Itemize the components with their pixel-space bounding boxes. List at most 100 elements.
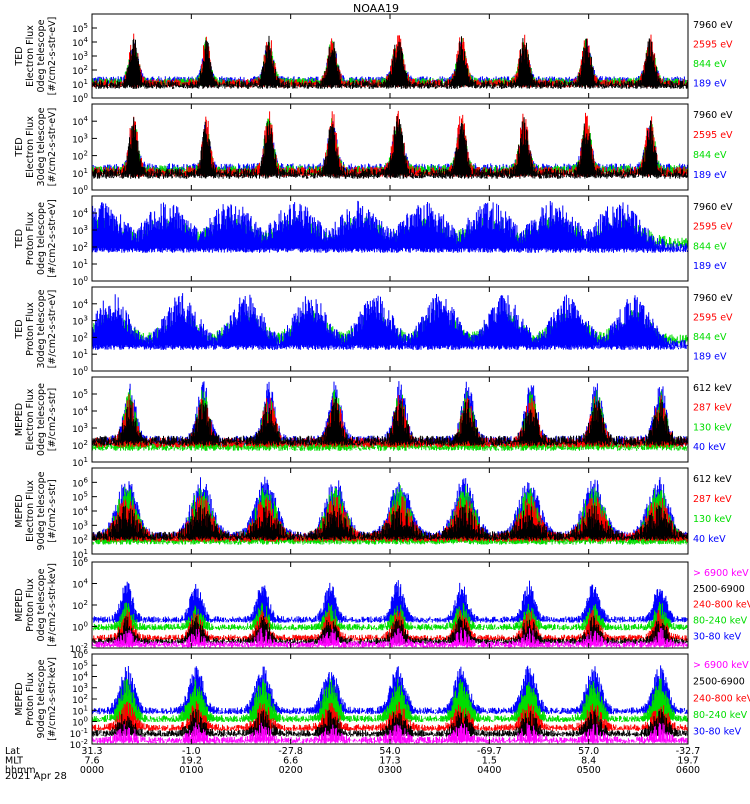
legend-entry-green: 130 keV (693, 514, 732, 525)
x-row-value: 57.0 (578, 746, 599, 757)
y-tick-base: 10 (72, 537, 84, 547)
y-tick-exponent: 1 (84, 348, 88, 356)
y-tick-label: 103 (72, 682, 88, 695)
y-axis-label-line: [#/cm2-s-str-keV] (47, 657, 58, 741)
y-tick-base: 10 (72, 696, 84, 706)
x-row-value: -1.0 (182, 746, 201, 757)
y-axis-label-line: Electron Flux (25, 25, 36, 87)
legend-entry-blue: 40 keV (693, 534, 726, 545)
y-tick-base: 10 (72, 95, 84, 105)
x-row-value: 19.2 (181, 756, 202, 767)
legend-entry-black: 612 keV (693, 383, 732, 394)
y-axis-label-line: MEPED (14, 588, 25, 621)
y-tick-exponent: 4 (84, 505, 89, 513)
legend-entry-green: 844 eV (693, 332, 727, 343)
date-label: 2021 Apr 28 (5, 771, 67, 782)
y-tick-exponent: 3 (84, 519, 88, 527)
x-row-value: 0500 (577, 765, 601, 776)
x-row-label: MLT (5, 756, 23, 767)
y-tick-exponent: 2 (84, 693, 88, 701)
y-axis-label-line: Electron Flux (25, 480, 36, 542)
y-tick-base: 10 (72, 408, 84, 418)
y-axis-label-line: MEPED (14, 494, 25, 527)
y-tick-label: 100 (72, 184, 88, 197)
y-tick-label: 104 (72, 671, 88, 684)
y-tick-exponent: 0 (84, 275, 88, 283)
y-axis-label-line: [#/cm2-s-str-eV] (47, 17, 58, 96)
x-row-value: 8.4 (581, 756, 596, 767)
x-row-value: 0600 (676, 765, 700, 776)
legend-entry-red: 240-800 keV (693, 693, 750, 704)
plot-title: NOAA19 (353, 2, 399, 15)
legend-entry-blue: 40 keV (693, 442, 726, 453)
y-tick-label: 102 (72, 439, 88, 452)
y-tick-exponent: 0 (84, 92, 88, 100)
y-tick-exponent: 2 (84, 241, 88, 249)
x-row-value: 1.5 (482, 756, 497, 767)
y-tick-exponent: -2 (81, 642, 88, 650)
y-tick-exponent: 4 (84, 578, 89, 586)
y-tick-label: 103 (72, 132, 88, 145)
y-tick-label: 102 (72, 150, 88, 163)
y-tick-label: 102 (72, 599, 88, 612)
y-axis-label-line: TED (14, 229, 25, 249)
y-tick-exponent: 2 (84, 534, 88, 542)
legend-entry-magenta: > 6900 keV (693, 568, 749, 579)
y-tick-base: 10 (72, 351, 84, 361)
y-axis-label-line: [#/cm2-s-str-keV] (47, 563, 58, 647)
legend-entry-blue: 189 eV (693, 351, 727, 362)
y-axis-label-line: [#/cm2-s-str-eV] (47, 199, 58, 278)
y-tick-exponent: 4 (84, 115, 89, 123)
y-tick-base: 10 (72, 442, 84, 452)
y-axis-label-line: [#/cm2-s-str-eV] (47, 108, 58, 187)
legend-entry-blue: 189 eV (693, 78, 727, 89)
y-tick-label: 104 (72, 578, 88, 591)
x-row-value: 54.0 (379, 746, 400, 757)
y-tick-label: 102 (72, 534, 88, 547)
y-tick-label: 101 (72, 78, 88, 91)
y-tick-exponent: 3 (84, 682, 88, 690)
y-tick-base: 10 (72, 368, 84, 378)
y-tick-label: 100 (72, 621, 88, 634)
y-tick-exponent: 1 (84, 704, 88, 712)
y-tick-exponent: 5 (84, 659, 88, 667)
y-tick-base: 10 (72, 551, 84, 561)
y-tick-exponent: 3 (84, 132, 88, 140)
x-row-label: Lat (5, 746, 20, 757)
y-tick-base: 10 (72, 508, 84, 518)
y-tick-exponent: 4 (84, 36, 89, 44)
y-tick-base: 10 (72, 135, 84, 145)
y-tick-label: 104 (72, 36, 88, 49)
y-axis-label-line: 30deg telescope (36, 289, 47, 368)
x-row-value: 0000 (80, 765, 104, 776)
y-axis-label-line: Electron Flux (25, 116, 36, 178)
y-tick-exponent: 5 (84, 388, 88, 396)
y-axis-label-line: TED (14, 46, 25, 66)
y-tick-exponent: 3 (84, 422, 88, 430)
y-tick-label: 101 (72, 548, 88, 561)
legend-entry-green: 80-240 keV (693, 710, 748, 721)
legend-entry-green: 80-240 keV (693, 616, 748, 627)
y-tick-exponent: 0 (84, 365, 88, 373)
y-axis-label-line: [#/cm2-s-str] (47, 479, 58, 542)
y-tick-base: 10 (72, 210, 84, 220)
y-tick-base: 10 (72, 479, 84, 489)
y-tick-exponent: 2 (84, 64, 88, 72)
y-axis-label-line: Proton Flux (25, 302, 36, 356)
y-tick-base: 10 (72, 719, 84, 729)
y-tick-label: 104 (72, 505, 88, 518)
y-axis-label-line: Proton Flux (25, 211, 36, 265)
y-tick-base: 10 (72, 39, 84, 49)
legend-entry-black: 7960 eV (693, 20, 733, 31)
x-row-value: 19.7 (677, 756, 698, 767)
y-axis-label-line: TED (14, 137, 25, 157)
legend-entry-red: 2595 eV (693, 222, 733, 233)
y-tick-base: 10 (72, 261, 84, 271)
y-tick-label: 102 (72, 241, 88, 254)
y-tick-label: 103 (72, 422, 88, 435)
y-tick-label: 106 (72, 476, 88, 489)
x-row-value: 31.3 (81, 746, 102, 757)
y-tick-label: 100 (72, 92, 88, 105)
